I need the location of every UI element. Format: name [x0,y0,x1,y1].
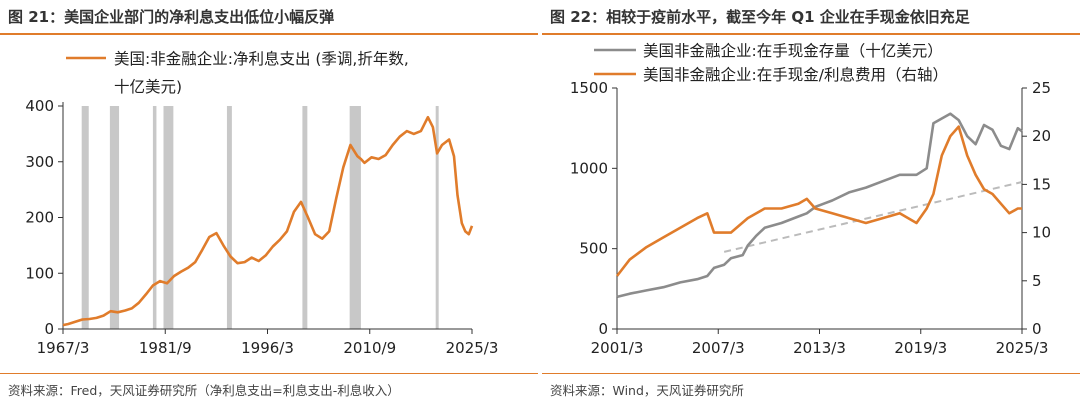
left-figure-title: 图 21：美国企业部门的净利息支出低位小幅反弹 [8,8,335,26]
y-left-tick-label: 1500 [570,79,608,97]
y-right-tick-label: 25 [1032,79,1051,97]
y-right-tick-label: 0 [1032,320,1042,338]
cash-stock-series-line [616,112,1023,299]
y-right-tick-label: 5 [1032,272,1042,290]
recession-band-3 [163,106,174,329]
x-tick-label: 1967/3 [37,339,90,357]
x-tick-label: 2025/3 [446,339,499,357]
y-right-tick-label: 20 [1032,127,1051,145]
x-tick-label: 2010/9 [343,339,396,357]
legend-label-line2: 十亿美元) [114,78,182,96]
y-left-tick-label: 0 [598,320,608,338]
y-tick-label: 100 [25,264,54,282]
recession-band-0 [81,106,89,329]
recession-band-4 [226,106,232,329]
x-tick-label: 2019/3 [894,339,947,357]
y-tick-label: 300 [25,153,54,171]
right-title-rule [542,33,1080,35]
cash-trend-dashed-line [723,181,1023,253]
left-figure-panel: 图 21：美国企业部门的净利息支出低位小幅反弹 0 100 200 300 400 196… [0,0,538,405]
legend-label-cash-to-interest: 美国非金融企业:在手现金/利息费用（右轴） [643,66,948,84]
x-tick-label: 2025/3 [996,339,1049,357]
x-tick-label: 1981/9 [139,339,192,357]
left-source-note: 资料来源：Fred，天风证券研究所（净利息支出=利息支出-利息收入） [8,383,400,398]
y-tick-label: 200 [25,209,54,227]
x-tick-label: 2013/3 [793,339,846,357]
left-source-rule [0,373,538,374]
right-chart: 0 500 1000 1500 0 5 10 15 20 25 2001/3 2007/3 2013/3… [570,42,1051,357]
y-tick-label: 0 [44,320,54,338]
cash-to-interest-series-line [615,125,1022,277]
legend-label-line1: 美国:非金融企业:净利息支出 (季调,折年数, [114,50,409,68]
recession-band-6 [349,106,361,329]
right-source-note: 资料来源：Wind，天风证券研究所 [550,383,744,398]
left-title-rule [0,33,538,35]
recession-band-2 [152,106,157,329]
y-right-tick-label: 15 [1032,175,1051,193]
left-chart: 0 100 200 300 400 1967/3 1981/9 1996/3 2010/9 202… [25,50,499,357]
y-left-tick-label: 1000 [570,159,608,177]
y-tick-label: 400 [25,97,54,115]
right-figure-title: 图 22：相较于疫前水平，截至今年 Q1 企业在手现金依旧充足 [550,8,970,26]
right-source-rule [542,373,1080,374]
x-tick-label: 2001/3 [591,339,644,357]
recession-band-1 [109,106,120,329]
x-tick-label: 2007/3 [692,339,745,357]
right-figure-panel: 图 22：相较于疫前水平，截至今年 Q1 企业在手现金依旧充足 0 500 1000… [542,0,1080,405]
net-interest-series-line [62,115,474,327]
legend-label-cash-stock: 美国非金融企业:在手现金存量（十亿美元） [643,42,943,60]
recession-band-5 [302,106,308,329]
y-left-tick-label: 500 [579,240,608,258]
x-tick-label: 1996/3 [241,339,294,357]
recession-band-7 [435,106,439,329]
y-right-tick-label: 10 [1032,224,1051,242]
